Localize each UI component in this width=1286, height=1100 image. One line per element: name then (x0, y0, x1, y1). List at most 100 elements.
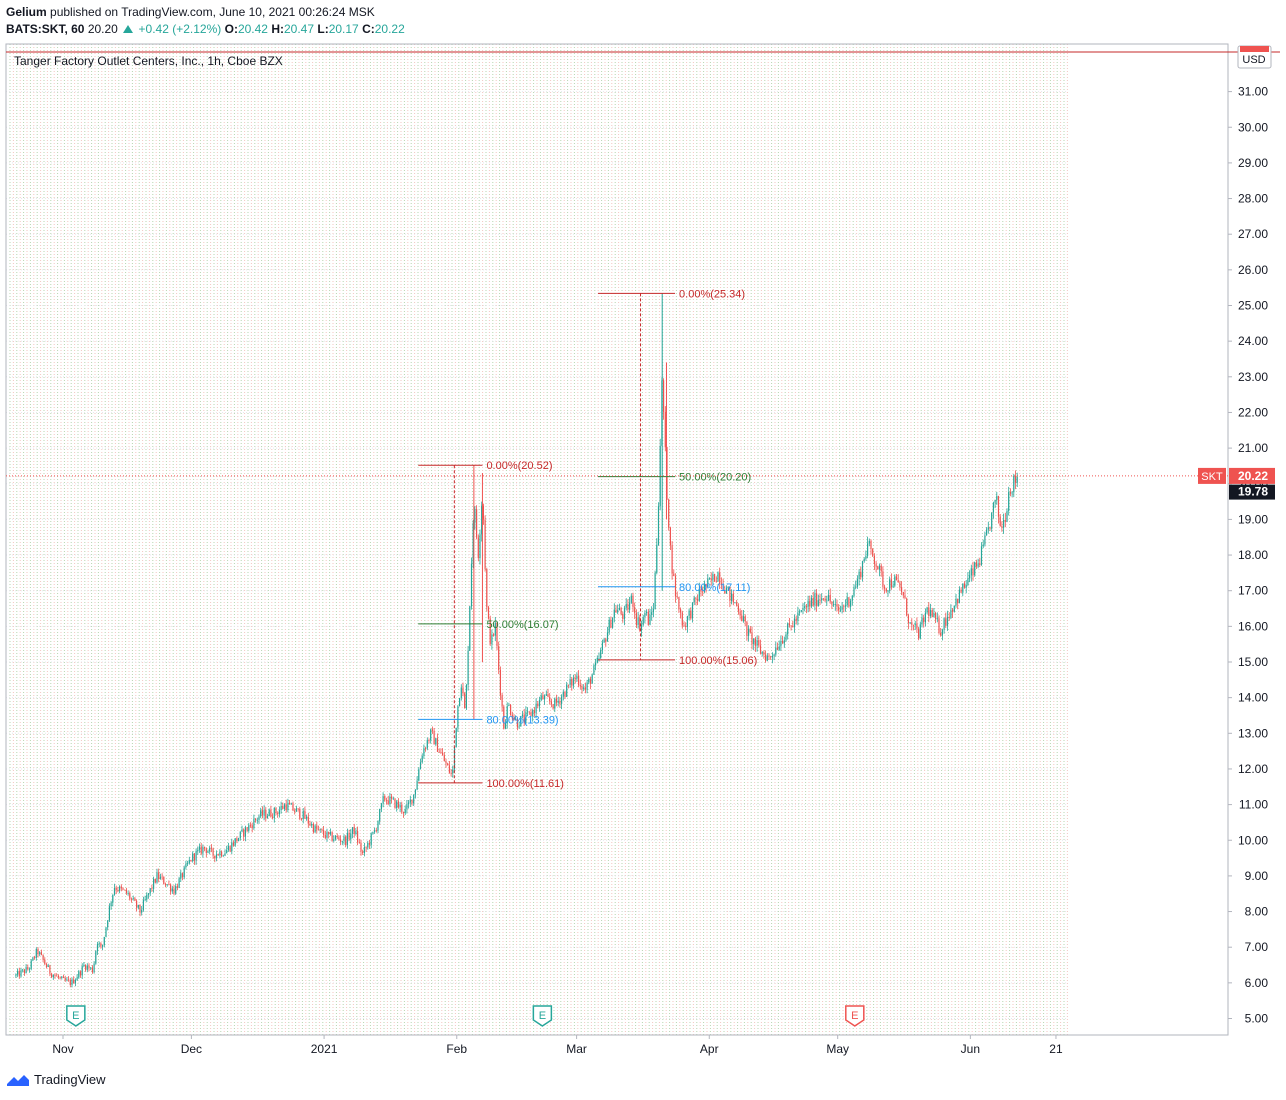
candle-body (93, 963, 95, 973)
candle-body (576, 675, 578, 680)
earnings-marker: E (845, 1005, 865, 1027)
candle-body (598, 658, 600, 659)
candle-body (190, 860, 192, 862)
footer-brand: TradingView (34, 1072, 106, 1087)
candle-body (455, 727, 457, 747)
candle-body (83, 965, 85, 967)
candle-body (141, 909, 143, 913)
candle-body (725, 587, 728, 594)
candle-body (663, 380, 665, 412)
candle-body (227, 846, 229, 850)
candle-body (329, 832, 331, 835)
candle-body (197, 849, 199, 852)
candle-body (564, 691, 566, 697)
earnings-shape (845, 1005, 865, 1027)
candle-body (600, 650, 602, 658)
candle-body (967, 578, 969, 585)
y-tick-label: 19.00 (1238, 512, 1268, 526)
candle-body (394, 798, 396, 809)
candle-body (710, 578, 712, 581)
candle-body (102, 945, 104, 947)
candle-body (401, 804, 403, 812)
candle-body (408, 802, 410, 805)
candle-body (88, 965, 90, 968)
candle-body (139, 904, 141, 913)
y-axis[interactable]: 5.00 6.00 7.00 8.00 9.00 10.00 11.00 12.00 13.00… (1228, 85, 1268, 1026)
candle-body (498, 646, 500, 670)
footer-branding[interactable]: TradingView (6, 1072, 106, 1087)
candle-body (251, 825, 253, 829)
candle-body (374, 830, 376, 832)
candle-body (555, 698, 558, 703)
candle-body (887, 590, 889, 592)
chart-title: Tanger Factory Outlet Centers, Inc., 1h,… (14, 54, 283, 68)
candle-body (765, 654, 767, 661)
candle-body (839, 609, 841, 611)
candle-body (720, 583, 722, 585)
candle-body (812, 597, 814, 606)
candle-body (272, 816, 274, 818)
candle-body (494, 623, 496, 636)
candle-body (51, 973, 53, 977)
candle-body (98, 943, 100, 945)
fib-level-label: 80.00%(17.11) (679, 582, 750, 594)
candle-body (567, 684, 569, 686)
candle-body (547, 694, 549, 697)
grid (6, 44, 1068, 1035)
candle-body (676, 596, 678, 598)
candle-body (799, 611, 801, 613)
candle-body (161, 876, 163, 878)
fibonacci-drawings[interactable]: 0.00%(20.52) 50.00%(16.07) 80.00%(13.39) 10… (418, 288, 757, 790)
candle-body (698, 589, 700, 601)
y-tick-label: 13.00 (1238, 726, 1268, 740)
y-tick-label: 7.00 (1245, 940, 1269, 954)
candle-body (117, 890, 119, 891)
candle-body (142, 900, 144, 910)
candle-body (533, 710, 535, 714)
candle-body (431, 729, 433, 731)
candle-body (445, 761, 447, 764)
candle-body (260, 810, 262, 817)
candle-body (96, 944, 99, 952)
earnings-shape (66, 1005, 86, 1027)
candle-body (877, 566, 879, 570)
candle-body (584, 687, 586, 690)
candle-body (612, 617, 614, 628)
candle-body (805, 606, 807, 608)
candle-body (273, 808, 275, 818)
candle-body (613, 609, 615, 618)
candle-body (122, 888, 124, 890)
candle-body (204, 846, 206, 849)
candle-body (324, 834, 326, 838)
candle-body (510, 705, 512, 715)
candle-body (183, 867, 185, 878)
candle-body (15, 974, 17, 976)
candle-body (516, 718, 518, 728)
candle-body (861, 561, 864, 578)
candle-body (450, 772, 452, 774)
candle-body (265, 810, 267, 819)
candle-body (171, 888, 173, 892)
candle-body (581, 686, 583, 690)
candle-body (865, 555, 867, 559)
candle-body (763, 652, 765, 655)
candle-body (487, 607, 490, 619)
candle-body (654, 572, 656, 609)
candle-body (103, 936, 105, 945)
candle-body (411, 799, 413, 804)
candle-body (222, 855, 224, 857)
candle-body (792, 625, 794, 628)
candle-body (173, 888, 175, 894)
candle-body (280, 806, 282, 810)
candle-body (462, 687, 464, 694)
candle-body (56, 975, 58, 977)
candle-body (783, 640, 785, 644)
x-tick-label: May (826, 1042, 849, 1056)
candle-body (112, 894, 114, 903)
candle-body (215, 854, 218, 859)
candle-body (807, 600, 809, 608)
candle-body (545, 694, 547, 696)
x-axis[interactable]: Nov Dec 2021 Feb Mar Apr May Jun 21 (52, 1035, 1063, 1056)
